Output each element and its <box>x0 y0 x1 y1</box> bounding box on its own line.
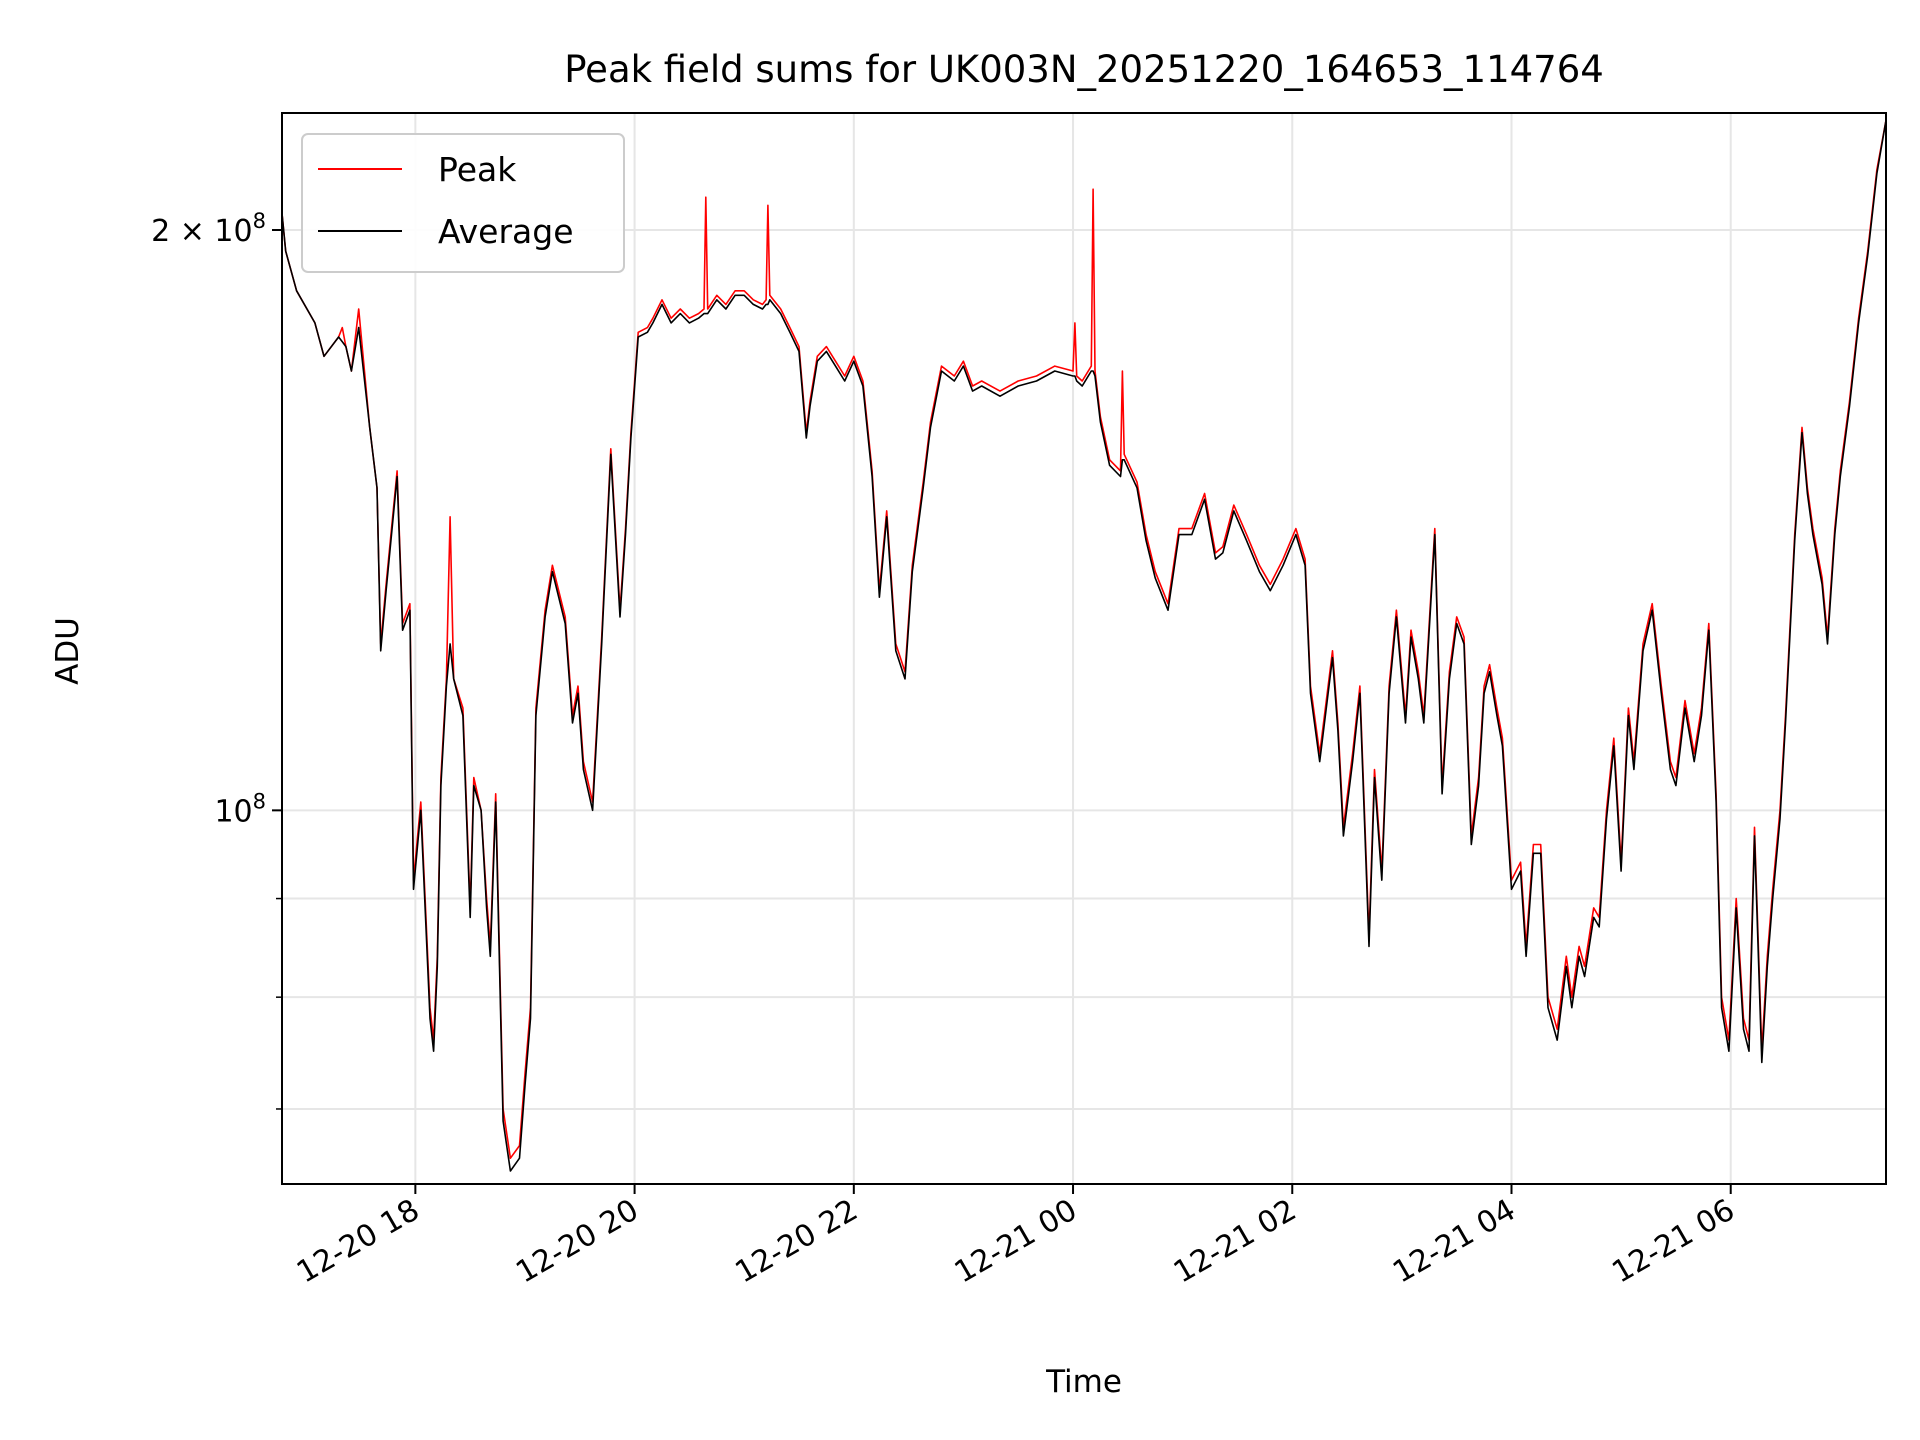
x-axis-label: Time <box>1045 1364 1122 1400</box>
series-line-average <box>282 120 1886 1172</box>
chart-title: Peak field sums for UK003N_20251220_1646… <box>564 48 1604 91</box>
legend-label-peak: Peak <box>438 150 517 189</box>
legend-label-average: Average <box>438 212 574 251</box>
legend: Peak Average <box>301 133 625 273</box>
y-axis-label: ADU <box>50 617 86 685</box>
y-tick-label: 108 <box>214 789 266 829</box>
plot-frame <box>281 112 1887 1185</box>
grid <box>282 113 1886 1184</box>
series-group <box>282 120 1886 1172</box>
y-tick-label: 2 × 108 <box>151 209 266 249</box>
